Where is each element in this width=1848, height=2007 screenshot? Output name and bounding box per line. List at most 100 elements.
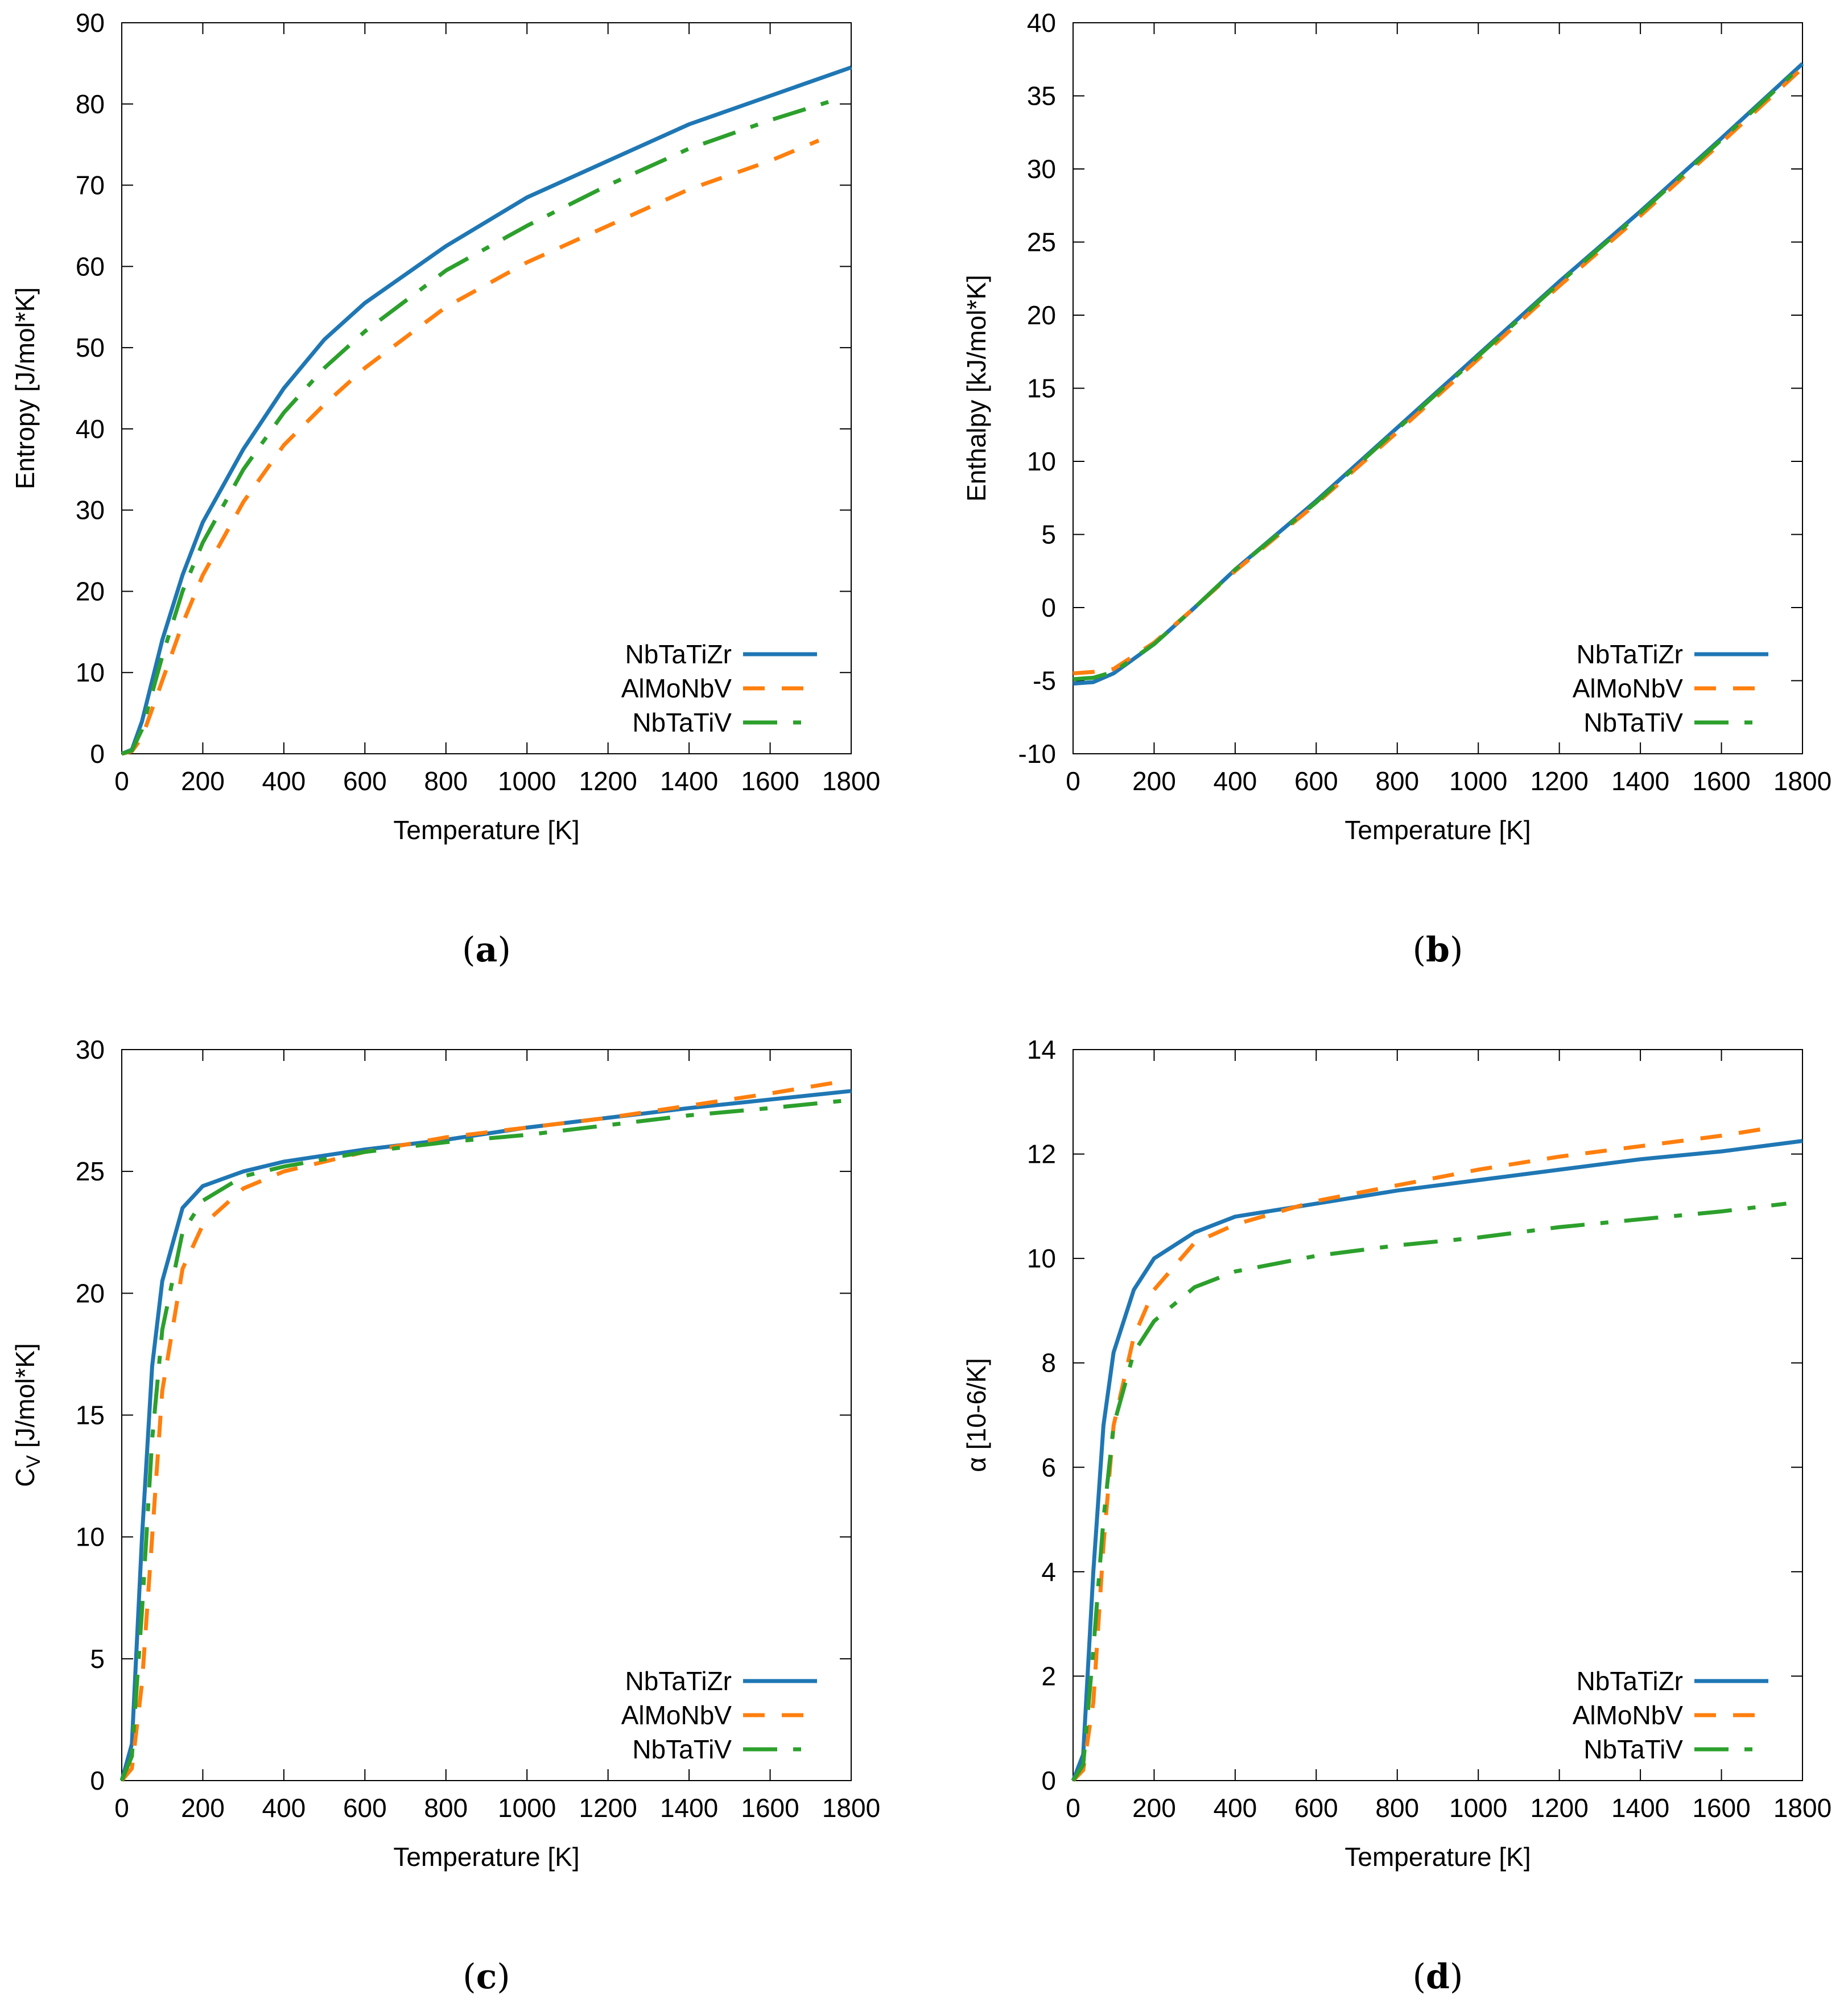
legend-label: NbTaTiV xyxy=(1583,708,1683,737)
x-tick-label: 0 xyxy=(1066,766,1080,796)
y-tick-label: 80 xyxy=(76,89,105,119)
x-tick-label: 800 xyxy=(1375,766,1419,796)
legend-label: AlMoNbV xyxy=(621,674,732,703)
y-axis-title-part: V xyxy=(23,1455,44,1468)
x-tick-label: 1400 xyxy=(1611,766,1669,796)
y-tick-label: 5 xyxy=(90,1644,105,1674)
y-tick-label: 25 xyxy=(76,1157,105,1186)
y-tick-label: 5 xyxy=(1041,520,1056,550)
series-line-NbTaTiV xyxy=(119,1099,844,1782)
y-tick-label: 40 xyxy=(1027,8,1056,38)
y-tick-label: 30 xyxy=(1027,154,1056,184)
y-tick-label: 14 xyxy=(1027,1035,1056,1064)
x-tick-label: 0 xyxy=(114,766,129,796)
subfigure-caption: (b) xyxy=(1413,930,1463,970)
y-axis-title-part: [J/mol*K] xyxy=(10,1343,40,1455)
panel-b: 0 200 400 600 800 1000 1200 1400 1600 1800 -10 -5 0 5… xyxy=(962,8,1832,970)
x-tick-label: 1600 xyxy=(1692,766,1750,796)
y-tick-label: 10 xyxy=(76,1522,105,1552)
y-tick-label: 4 xyxy=(1041,1557,1056,1587)
x-tick-label: 600 xyxy=(1294,1793,1338,1823)
x-tick-label: 200 xyxy=(181,1793,225,1823)
y-tick-label: 0 xyxy=(90,1766,105,1795)
panel-a: 0 200 400 600 800 1000 1200 1400 1600 1800 0 10 20 30… xyxy=(10,8,880,970)
x-tick-label: 1400 xyxy=(660,766,718,796)
x-axis-title: Temperature [K] xyxy=(393,815,579,845)
x-axis-title: Temperature [K] xyxy=(393,1842,579,1872)
x-tick-label: 1800 xyxy=(1773,1793,1832,1823)
x-tick-label: 800 xyxy=(424,1793,468,1823)
x-tick-label: 600 xyxy=(1294,766,1338,796)
x-tick-label: 400 xyxy=(262,766,306,796)
y-tick-label: 10 xyxy=(76,658,105,687)
y-tick-label: 8 xyxy=(1041,1348,1056,1378)
x-axis-title: Temperature [K] xyxy=(1344,1842,1531,1872)
subfigure-caption: (a) xyxy=(462,930,511,970)
x-tick-label: 1200 xyxy=(1530,766,1588,796)
x-tick-label: 400 xyxy=(262,1793,306,1823)
x-tick-label: 1000 xyxy=(1449,1793,1507,1823)
x-tick-label: 800 xyxy=(1375,1793,1419,1823)
x-tick-label: 1600 xyxy=(1692,1793,1750,1823)
y-axis-title-part: C xyxy=(10,1468,40,1487)
y-axis-title: Entropy [J/mol*K] xyxy=(10,287,40,489)
series-line-AlMoNbV xyxy=(121,138,820,756)
series-line-AlMoNbV xyxy=(1071,1126,1771,1782)
series-line-NbTaTiZr xyxy=(1071,1139,1803,1782)
y-tick-label: 90 xyxy=(76,8,105,38)
legend-label: NbTaTiZr xyxy=(625,639,732,669)
series-line-AlMoNbV xyxy=(1072,67,1804,676)
series-line-NbTaTiZr xyxy=(121,65,852,756)
legend-label: AlMoNbV xyxy=(1573,674,1684,703)
y-tick-label: 20 xyxy=(76,576,105,606)
x-tick-label: 600 xyxy=(343,766,387,796)
x-tick-label: 1800 xyxy=(822,1793,880,1823)
x-tick-label: 800 xyxy=(424,766,468,796)
x-tick-label: 1800 xyxy=(822,766,880,796)
y-tick-label: 0 xyxy=(1041,593,1056,622)
y-tick-label: -5 xyxy=(1033,666,1056,696)
series-line-NbTaTiZr xyxy=(1072,62,1804,686)
y-tick-label: 50 xyxy=(76,333,105,362)
x-tick-label: 1200 xyxy=(1530,1793,1588,1823)
x-tick-label: 200 xyxy=(181,766,225,796)
plot-frame xyxy=(1072,1049,1803,1781)
legend-label: AlMoNbV xyxy=(621,1700,732,1730)
legend-label: AlMoNbV xyxy=(1573,1700,1684,1730)
y-tick-label: 10 xyxy=(1027,1244,1056,1273)
y-tick-label: 20 xyxy=(76,1278,105,1308)
x-tick-label: 200 xyxy=(1132,766,1176,796)
legend-label: NbTaTiZr xyxy=(1577,639,1683,669)
y-tick-label: 40 xyxy=(76,414,105,444)
series-line-NbTaTiV xyxy=(1071,1201,1787,1782)
x-tick-label: 0 xyxy=(114,1793,129,1823)
x-tick-label: 600 xyxy=(343,1793,387,1823)
x-tick-label: 1400 xyxy=(1611,1793,1669,1823)
x-tick-label: 0 xyxy=(1066,1793,1080,1823)
y-tick-label: 0 xyxy=(90,739,105,769)
x-tick-label: 400 xyxy=(1214,766,1257,796)
subfigure-caption: (d) xyxy=(1413,1957,1463,1997)
x-tick-label: 1600 xyxy=(741,1793,799,1823)
series-line-NbTaTiV xyxy=(1072,63,1804,682)
y-tick-label: 30 xyxy=(76,1035,105,1064)
y-tick-label: 15 xyxy=(1027,374,1056,403)
series-line-NbTaTiZr xyxy=(119,1089,852,1781)
legend-label: NbTaTiZr xyxy=(625,1666,732,1696)
y-tick-label: 15 xyxy=(76,1401,105,1430)
panel-d: 0 200 400 600 800 1000 1200 1400 1600 1800 0 2 4 6 8 10… xyxy=(962,1035,1832,1997)
x-tick-label: 1000 xyxy=(1449,766,1507,796)
y-tick-label: 2 xyxy=(1041,1661,1056,1691)
legend-label: NbTaTiV xyxy=(632,708,732,737)
y-tick-label: 6 xyxy=(1041,1452,1056,1482)
x-tick-label: 1400 xyxy=(660,1793,718,1823)
series-line-NbTaTiV xyxy=(121,98,836,756)
x-tick-label: 400 xyxy=(1214,1793,1257,1823)
x-tick-label: 200 xyxy=(1132,1793,1176,1823)
y-tick-label: 12 xyxy=(1027,1139,1056,1169)
subfigure-caption: (c) xyxy=(463,1957,510,1997)
legend-label: NbTaTiV xyxy=(1583,1735,1683,1764)
y-tick-label: 35 xyxy=(1027,81,1056,111)
x-tick-label: 1000 xyxy=(498,766,556,796)
